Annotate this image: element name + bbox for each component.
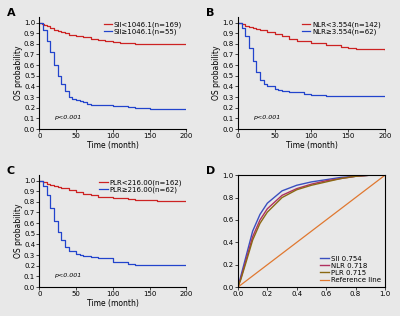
Text: D: D xyxy=(206,166,215,176)
X-axis label: Time (month): Time (month) xyxy=(87,299,139,308)
Text: C: C xyxy=(7,166,15,176)
Text: p<0.001: p<0.001 xyxy=(54,115,81,120)
Legend: NLR<3.554(n=142), NLR≥3.554(n=62): NLR<3.554(n=142), NLR≥3.554(n=62) xyxy=(301,21,382,36)
Y-axis label: OS probability: OS probability xyxy=(14,204,22,258)
Legend: PLR<216.00(n=162), PLR≥216.00(n=62): PLR<216.00(n=162), PLR≥216.00(n=62) xyxy=(98,179,183,194)
Y-axis label: OS probability: OS probability xyxy=(212,46,221,100)
Text: A: A xyxy=(7,8,16,18)
X-axis label: Time (month): Time (month) xyxy=(87,141,139,150)
Legend: SII<1046.1(n=169), SII≥1046.1(n=55): SII<1046.1(n=169), SII≥1046.1(n=55) xyxy=(103,21,183,36)
Text: B: B xyxy=(206,8,214,18)
Text: p<0.001: p<0.001 xyxy=(253,115,280,120)
Text: p<0.001: p<0.001 xyxy=(54,273,81,278)
Y-axis label: OS probability: OS probability xyxy=(14,46,22,100)
Legend: SII 0.754, NLR 0.718, PLR 0.715, Reference line: SII 0.754, NLR 0.718, PLR 0.715, Referen… xyxy=(320,255,382,284)
X-axis label: Time (month): Time (month) xyxy=(286,141,337,150)
